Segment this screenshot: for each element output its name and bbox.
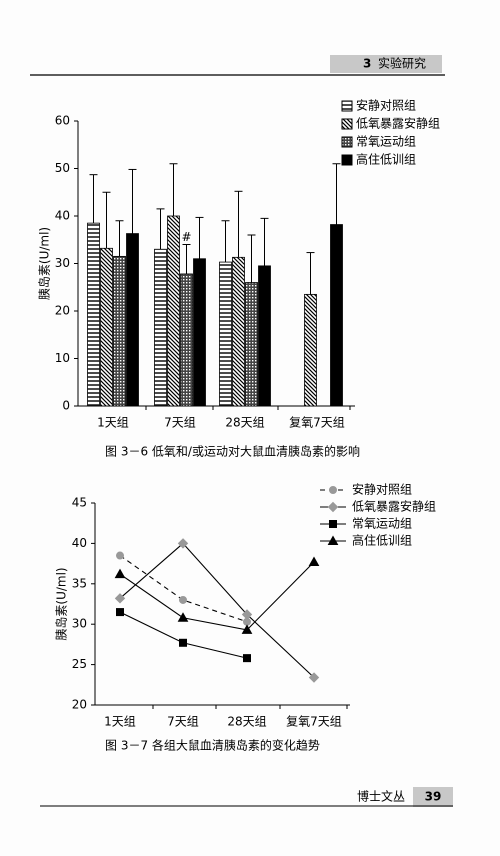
legend-marker (329, 520, 337, 528)
bar (87, 222, 100, 407)
legend-marker (329, 486, 337, 494)
error-bar (306, 252, 315, 295)
legend-label: 常氧运动组 (352, 517, 412, 531)
bar (193, 258, 206, 407)
bar (330, 224, 343, 407)
marker (177, 612, 189, 622)
bar (100, 247, 113, 407)
marker (177, 538, 189, 549)
chapter-title: 实验研究 (378, 56, 426, 71)
legend-swatch (341, 136, 353, 148)
x-tick-label: 复氧7天组 (289, 416, 345, 430)
marker (308, 556, 320, 566)
legend-label: 低氧暴露安静组 (352, 499, 436, 514)
marker (114, 593, 126, 604)
header-band (330, 55, 442, 73)
caption: 图 3－7 各组大鼠血清胰岛素的变化趋势 (105, 738, 320, 753)
bar (180, 273, 193, 407)
y-tick-label: 45 (72, 496, 87, 510)
y-tick-label: 30 (55, 256, 70, 270)
annotation: # (181, 230, 191, 244)
caption: 图 3－6 低氧和/或运动对大鼠血清胰岛素的影响 (105, 444, 360, 459)
error-bar (169, 163, 178, 216)
page-number-box (413, 787, 453, 807)
bar (167, 215, 180, 407)
chapter-number: 3 (363, 57, 371, 71)
error-bar (221, 220, 230, 263)
legend-marker (327, 535, 339, 545)
error-bar (156, 208, 165, 250)
marker (241, 609, 253, 620)
error-bar (195, 216, 204, 259)
marker (243, 654, 251, 663)
bar (304, 293, 317, 407)
x-tick-label: 7天组 (164, 416, 196, 430)
x-tick-label: 28天组 (227, 715, 266, 729)
error-bar (89, 174, 98, 224)
error-bar (128, 168, 137, 234)
error-bar (332, 163, 341, 225)
legend-label: 高住低训组 (356, 152, 416, 167)
bar (245, 282, 258, 407)
x-tick-label: 1天组 (97, 416, 129, 430)
error-bar (234, 190, 243, 258)
footer-title: 博士文丛 (357, 789, 405, 804)
y-tick-label: 20 (55, 304, 70, 318)
legend-swatch (341, 100, 353, 112)
legend-swatch (341, 118, 353, 130)
y-tick-label: 25 (72, 657, 87, 671)
x-tick-label: 28天组 (225, 416, 264, 430)
legend-label: 低氧暴露安静组 (356, 116, 440, 131)
y-tick-label: 60 (55, 114, 70, 128)
y-tick-label: 50 (55, 161, 70, 175)
y-tick-label: 40 (55, 209, 70, 223)
x-tick-label: 1天组 (104, 715, 136, 729)
y-axis-label: 胰岛素(U/ml) (54, 567, 69, 640)
marker (308, 672, 320, 683)
bar (126, 233, 139, 407)
series-line (119, 561, 315, 631)
legend-swatch (341, 154, 353, 166)
legend-label: 高住低训组 (352, 533, 412, 548)
bar (154, 248, 167, 407)
y-tick-label: 20 (72, 698, 87, 712)
x-tick-label: 7天组 (167, 715, 199, 729)
error-bar (247, 234, 256, 283)
y-tick-label: 0 (62, 399, 70, 413)
marker (114, 568, 126, 579)
series-line (119, 542, 315, 678)
error-bar (260, 217, 269, 266)
bar (232, 256, 245, 407)
marker (241, 624, 253, 634)
x-tick-label: 复氧7天组 (286, 715, 342, 729)
y-tick-label: 40 (72, 536, 87, 550)
error-bar (182, 244, 191, 274)
legend-label: 安静对照组 (356, 98, 416, 113)
legend-marker (327, 501, 339, 513)
marker (179, 638, 187, 647)
y-tick-label: 10 (55, 351, 70, 365)
bar (219, 261, 232, 407)
legend-label: 常氧运动组 (356, 135, 416, 149)
page-number: 39 (425, 790, 442, 804)
legend-label: 安静对照组 (352, 482, 412, 497)
y-tick-label: 35 (72, 576, 87, 590)
error-bar (102, 191, 111, 249)
bar (113, 255, 126, 407)
marker (116, 608, 124, 617)
marker (179, 595, 187, 604)
bar (258, 265, 271, 407)
y-axis-label: 胰岛素(U/ml) (37, 227, 52, 300)
y-tick-label: 30 (72, 617, 87, 631)
marker (116, 551, 124, 560)
error-bar (115, 220, 124, 257)
